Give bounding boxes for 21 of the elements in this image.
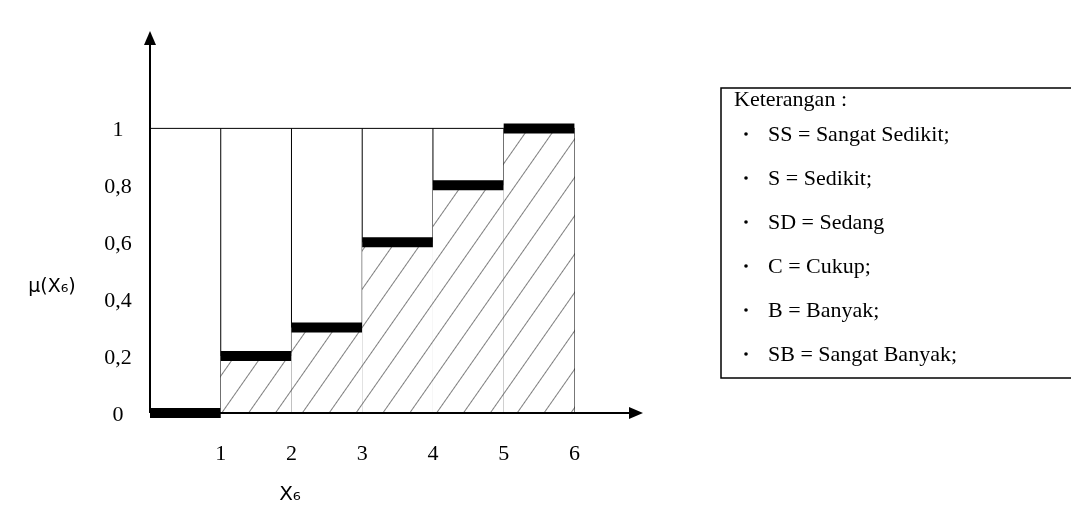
x-tick-label: 1 [215, 440, 227, 465]
x-tick-label: 2 [285, 440, 297, 465]
y-tick-label: 1 [112, 116, 124, 142]
text: SD = Sedang [768, 209, 885, 234]
x-axis-title: X₆ [279, 481, 301, 505]
text: Keterangan : [734, 86, 847, 111]
text: S = Sedikit; [768, 165, 873, 190]
y-axis-title: μ(X₆) [28, 273, 76, 296]
text: C = Cukup; [768, 253, 871, 278]
y-tick-label: 0 [112, 400, 124, 426]
y-tick-label: 0,4 [104, 286, 132, 312]
y-tick-label: 0,2 [104, 343, 132, 369]
text: SB = Sangat Banyak; [768, 341, 958, 366]
text: B = Banyak; [768, 297, 880, 322]
x-tick-label: 4 [427, 440, 439, 465]
text: SS = Sangat Sedikit; [768, 121, 950, 146]
x-tick-label: 5 [498, 440, 510, 465]
y-tick-label: 0,8 [104, 173, 132, 199]
x-tick-label: 3 [356, 440, 368, 465]
x-tick-label: 6 [568, 440, 580, 465]
y-tick-label: 0,6 [104, 229, 132, 255]
